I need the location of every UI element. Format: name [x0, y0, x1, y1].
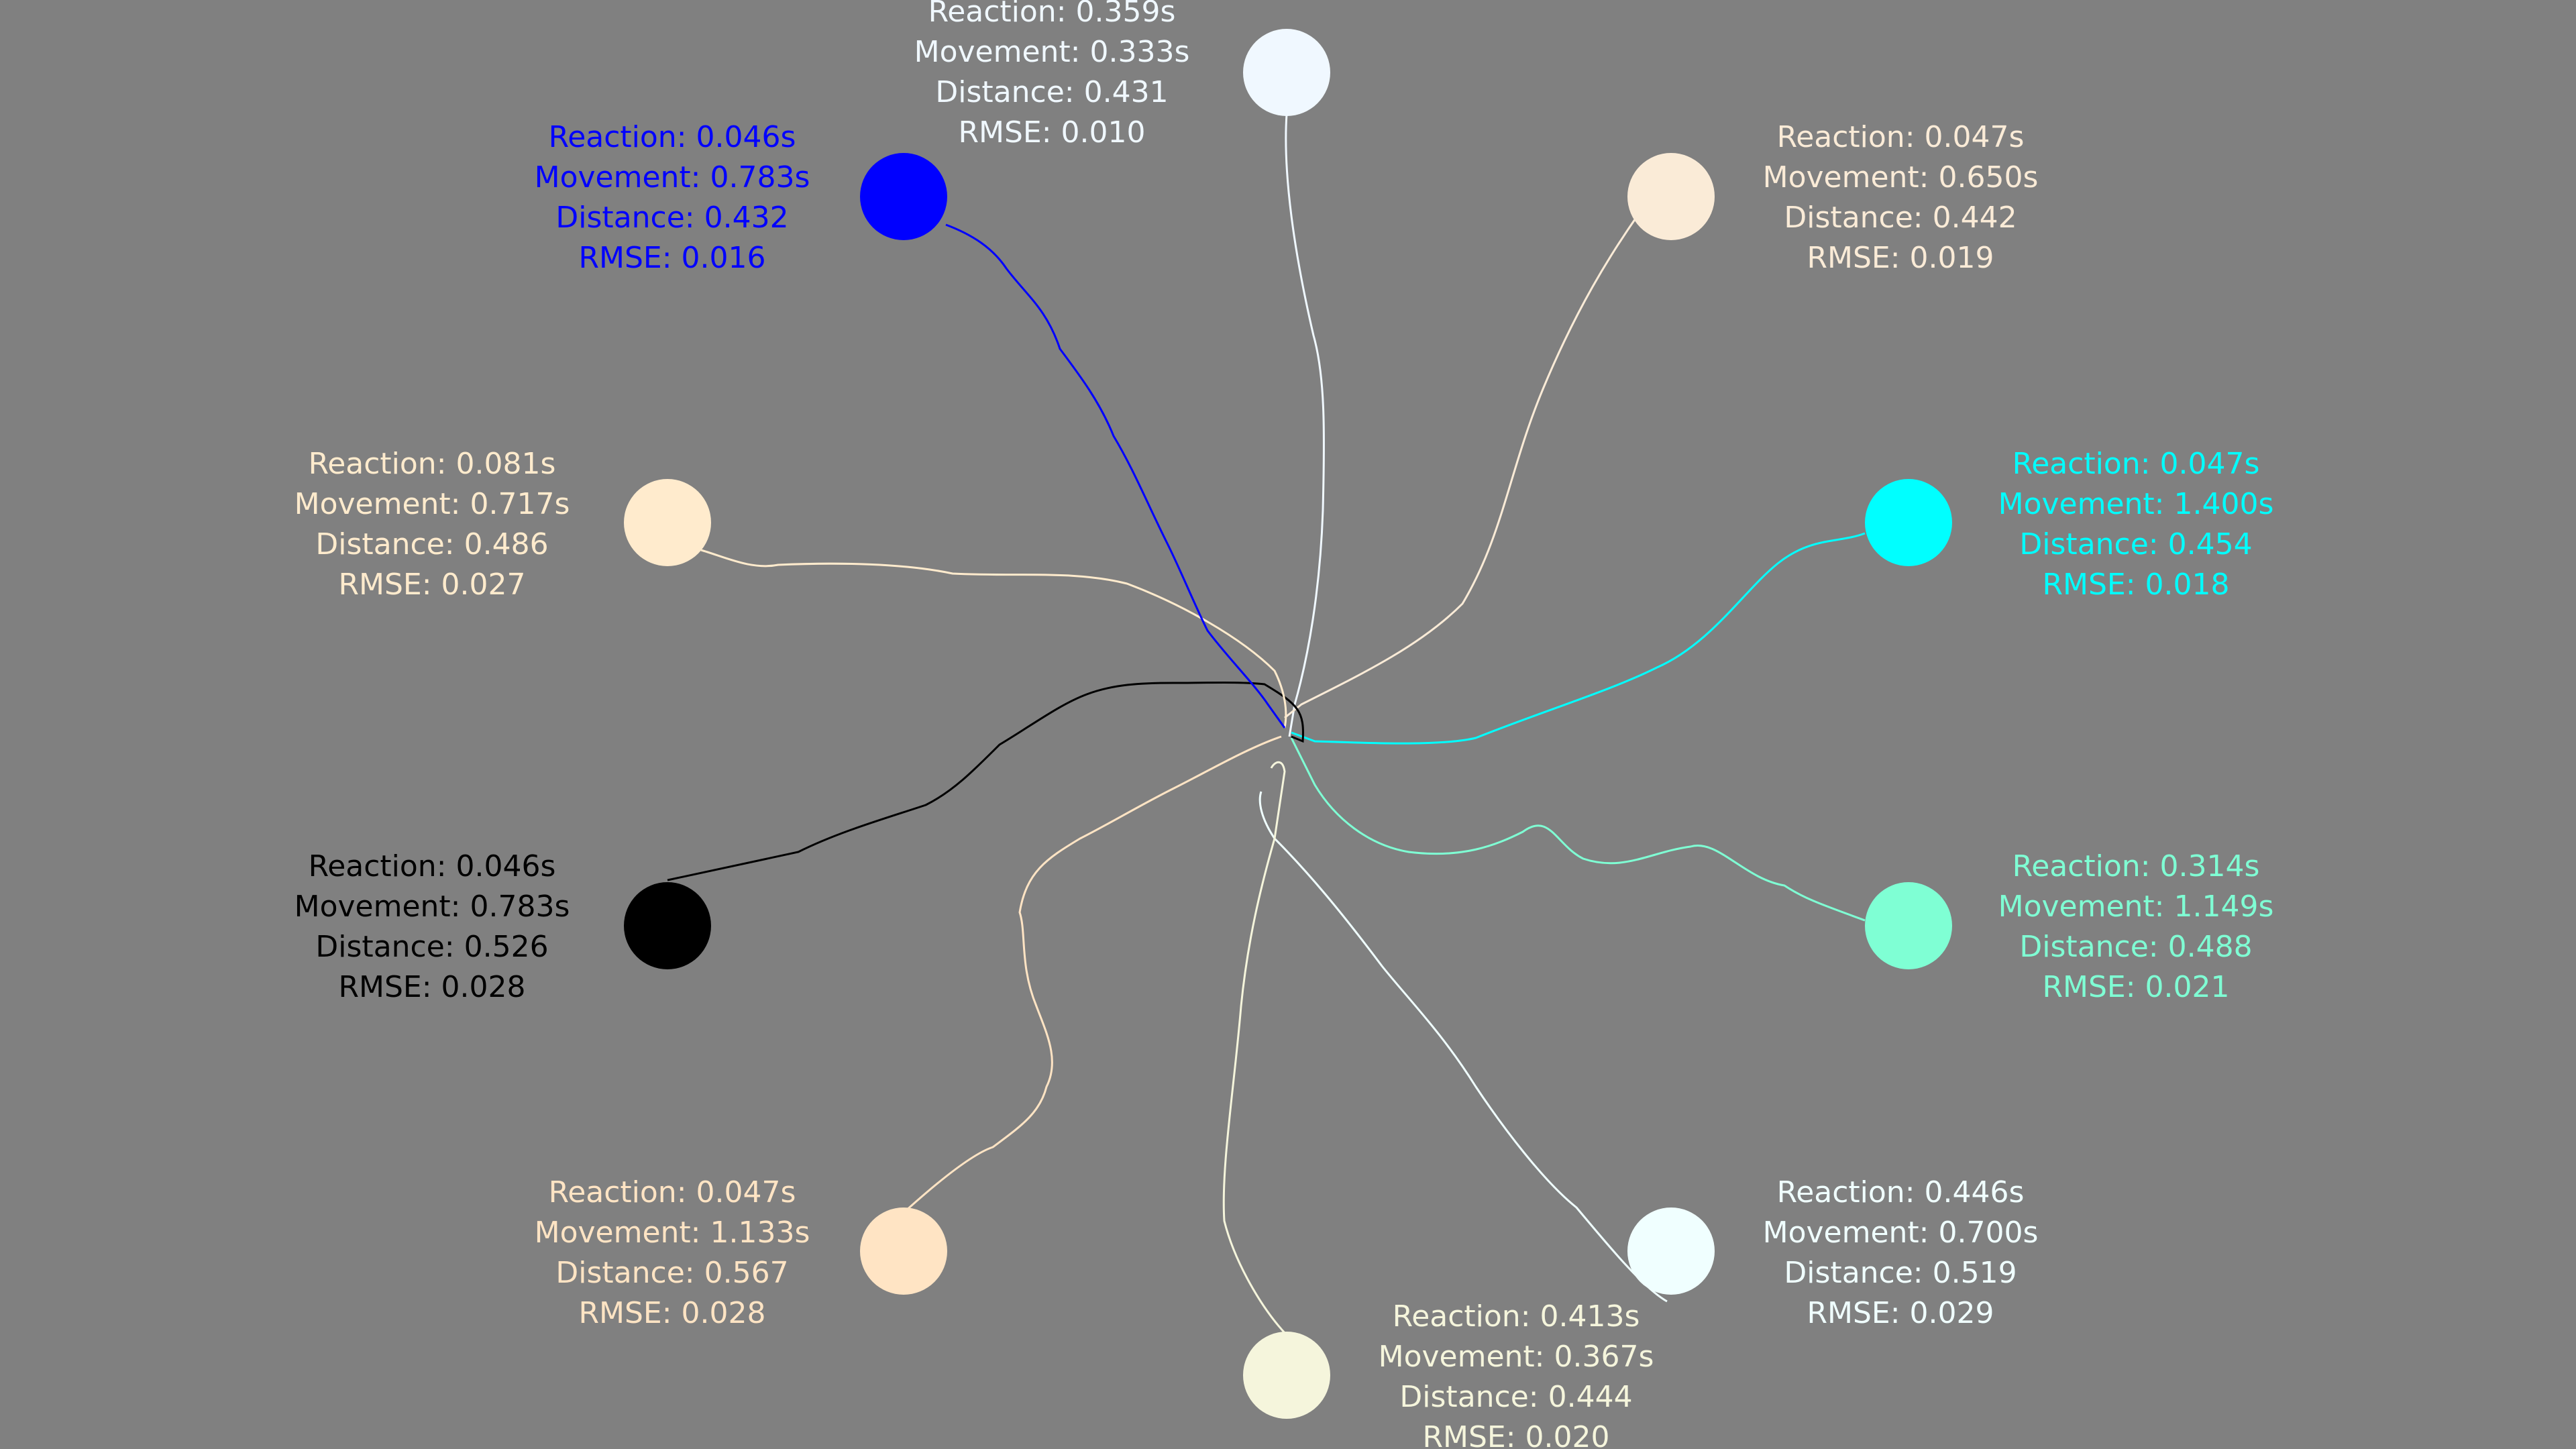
movement-time: Movement: 0.367s [1378, 1340, 1654, 1374]
path-south-east [1258, 791, 1668, 1303]
path-south-west [904, 735, 1282, 1212]
path-south [1222, 761, 1288, 1336]
stats-south-east: Reaction: 0.446s Movement: 0.700s Distan… [1726, 1173, 2075, 1334]
reaction-time: Reaction: 0.359s [928, 0, 1176, 29]
rmse: RMSE: 0.027 [338, 568, 526, 602]
movement-time: Movement: 0.700s [1762, 1216, 2039, 1250]
rmse: RMSE: 0.021 [2042, 970, 2230, 1004]
distance: Distance: 0.444 [1399, 1380, 1633, 1414]
distance: Distance: 0.567 [555, 1256, 789, 1290]
target-south[interactable] [1243, 1332, 1330, 1419]
reaction-time: Reaction: 0.046s [308, 849, 556, 883]
target-east-upper[interactable] [1865, 479, 1952, 566]
rmse: RMSE: 0.020 [1422, 1420, 1610, 1449]
movement-time: Movement: 1.149s [1998, 890, 2274, 924]
target-east-lower[interactable] [1865, 882, 1952, 969]
rmse: RMSE: 0.018 [2042, 568, 2230, 602]
path-west-upper [700, 549, 1287, 729]
distance: Distance: 0.432 [555, 201, 789, 235]
distance: Distance: 0.431 [935, 75, 1169, 109]
rmse: RMSE: 0.016 [578, 241, 766, 275]
rmse: RMSE: 0.028 [578, 1296, 766, 1330]
target-north[interactable] [1243, 29, 1330, 116]
reaction-time: Reaction: 0.047s [2012, 447, 2260, 481]
distance: Distance: 0.488 [2019, 930, 2253, 964]
movement-time: Movement: 0.650s [1762, 160, 2039, 195]
rmse: RMSE: 0.028 [338, 970, 526, 1004]
stats-south: Reaction: 0.413s Movement: 0.367s Distan… [1342, 1297, 1690, 1449]
distance: Distance: 0.526 [315, 930, 549, 964]
target-west-lower[interactable] [624, 882, 711, 969]
target-south-east[interactable] [1627, 1208, 1715, 1295]
distance: Distance: 0.454 [2019, 527, 2253, 561]
target-north-west[interactable] [860, 153, 947, 240]
target-west-upper[interactable] [624, 479, 711, 566]
target-south-west[interactable] [860, 1208, 947, 1295]
path-north [1285, 113, 1326, 737]
path-west-lower [667, 682, 1304, 881]
stats-south-west: Reaction: 0.047s Movement: 1.133s Distan… [498, 1173, 847, 1334]
movement-time: Movement: 0.783s [294, 890, 570, 924]
reaction-time: Reaction: 0.314s [2012, 849, 2260, 883]
target-north-east[interactable] [1627, 153, 1715, 240]
stats-west-lower: Reaction: 0.046s Movement: 0.783s Distan… [258, 847, 606, 1008]
rmse: RMSE: 0.010 [958, 115, 1146, 150]
stats-north-west: Reaction: 0.046s Movement: 0.783s Distan… [498, 117, 847, 278]
path-north-east [1284, 214, 1640, 719]
stats-north: Reaction: 0.359s Movement: 0.333s Distan… [877, 0, 1226, 153]
reaction-time: Reaction: 0.047s [548, 1175, 796, 1210]
reaction-time: Reaction: 0.413s [1392, 1299, 1640, 1334]
path-east-upper [1291, 532, 1866, 745]
stats-west-upper: Reaction: 0.081s Movement: 0.717s Distan… [258, 444, 606, 605]
movement-time: Movement: 1.400s [1998, 487, 2274, 521]
movement-time: Movement: 0.333s [914, 35, 1190, 69]
path-east-lower [1290, 737, 1866, 922]
stats-east-lower: Reaction: 0.314s Movement: 1.149s Distan… [1962, 847, 2310, 1008]
rmse: RMSE: 0.029 [1807, 1296, 1994, 1330]
movement-time: Movement: 0.717s [294, 487, 570, 521]
stats-east-upper: Reaction: 0.047s Movement: 1.400s Distan… [1962, 444, 2310, 605]
movement-time: Movement: 1.133s [534, 1216, 810, 1250]
distance: Distance: 0.519 [1784, 1256, 2017, 1290]
reaction-time: Reaction: 0.047s [1776, 120, 2025, 154]
rmse: RMSE: 0.019 [1807, 241, 1994, 275]
distance: Distance: 0.486 [315, 527, 549, 561]
path-north-west [945, 223, 1286, 729]
distance: Distance: 0.442 [1784, 201, 2017, 235]
reaction-time: Reaction: 0.081s [308, 447, 556, 481]
movement-time: Movement: 0.783s [534, 160, 810, 195]
reaction-time: Reaction: 0.046s [548, 120, 796, 154]
reaction-time: Reaction: 0.446s [1776, 1175, 2025, 1210]
stats-north-east: Reaction: 0.047s Movement: 0.650s Distan… [1726, 117, 2075, 278]
